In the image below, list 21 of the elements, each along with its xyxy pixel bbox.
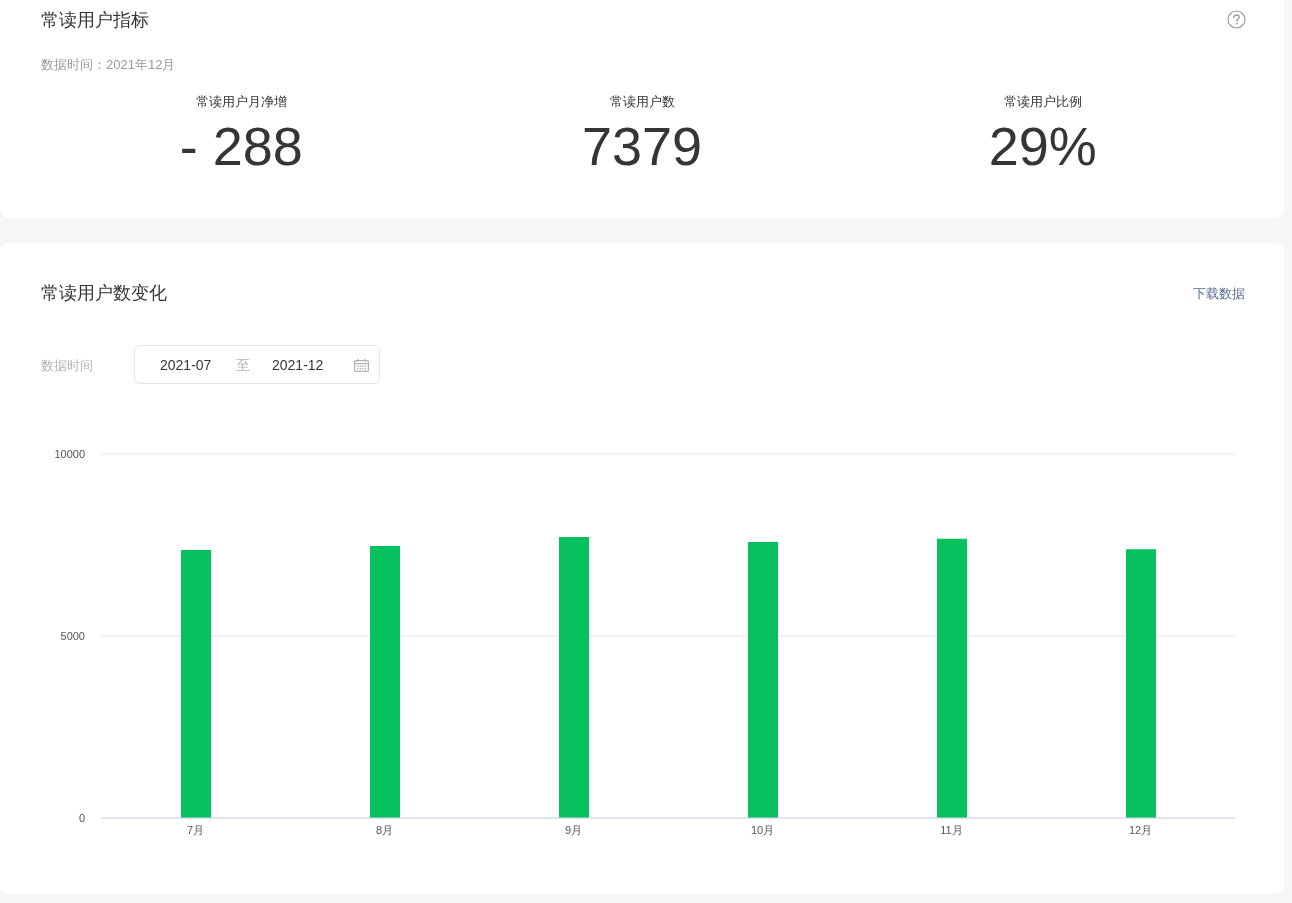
y-tick-label: 10000: [54, 447, 85, 460]
category-label: 常读用户数: [609, 94, 675, 109]
x-tick-label: 8月: [375, 823, 394, 836]
chart-title: 常读用户数变化: [41, 282, 167, 305]
y-tick-label: 0: [78, 811, 85, 824]
text: 数据时间：2021年12月: [41, 56, 176, 74]
text: 下载数据: [1193, 285, 1245, 303]
category-label: 常读用户比例: [1003, 94, 1082, 109]
x-tick-label: 12月: [1128, 823, 1153, 836]
x-tick-label: 10月: [750, 823, 775, 836]
x-tick-label: 11月: [940, 823, 963, 836]
text: 常读用户指标: [41, 9, 149, 32]
x-tick-label: 9月: [564, 823, 583, 836]
y-tick-label: 5000: [60, 629, 85, 642]
text: 数据时间: [41, 357, 93, 375]
text: 29%: [988, 116, 1097, 176]
category-label: 常读用户月净增: [195, 94, 287, 109]
x-tick-label: 7月: [186, 823, 205, 836]
text: - 288: [179, 116, 303, 176]
text: 7379: [581, 116, 703, 176]
date-range-field: 2021-07 至 2021-12: [134, 345, 380, 384]
